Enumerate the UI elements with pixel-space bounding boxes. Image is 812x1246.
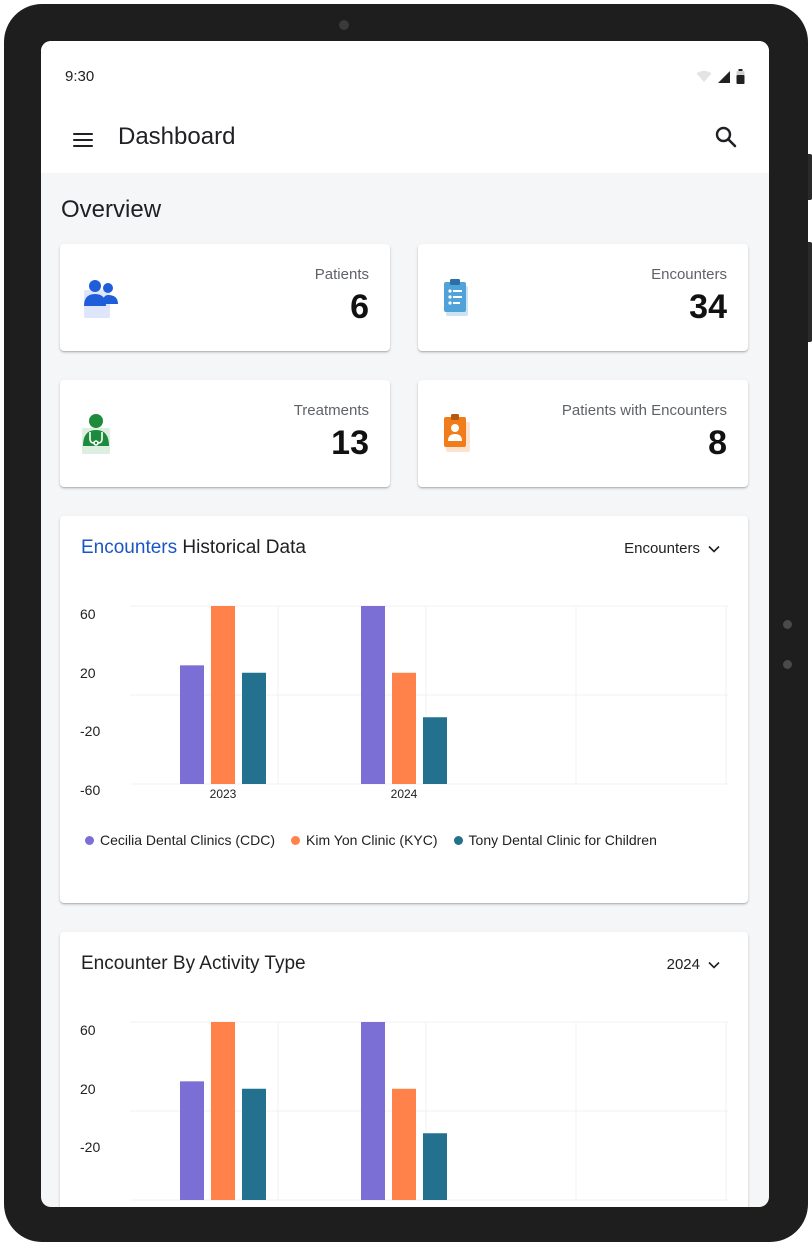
patients-with-encounters-label: Patients with Encounters [561, 402, 727, 419]
doctor-icon [82, 414, 110, 454]
activity-year-dropdown[interactable]: 2024 [667, 956, 720, 973]
bar [242, 1088, 266, 1200]
legend-item: Tony Dental Clinic for Children [453, 832, 657, 848]
volume-button [808, 242, 812, 342]
chevron-down-icon [708, 545, 720, 553]
legend-swatch-tony [453, 835, 463, 845]
historical-metric-dropdown[interactable]: Encounters [624, 540, 720, 557]
historical-bar-chart: 60 20 -20 -60 2023 2024 [80, 605, 728, 801]
y-tick-label: -20 [80, 723, 100, 739]
bar [361, 1022, 385, 1200]
status-icons [696, 69, 745, 84]
patients-label: Patients [314, 266, 369, 283]
side-sensor [783, 620, 792, 629]
power-button [808, 154, 812, 200]
side-sensor [783, 660, 792, 669]
menu-icon[interactable] [71, 128, 95, 152]
screen: 9:30 Dashboard Overview [41, 41, 769, 1207]
historical-data-title: Encounters Historical Data [81, 537, 306, 559]
chart-legend: Cecilia Dental Clinics (CDC) Kim Yon Cli… [85, 832, 657, 848]
clipboard-icon [444, 279, 468, 316]
patients-card[interactable]: Patients 6 [60, 244, 390, 351]
y-tick-label: 20 [80, 665, 96, 681]
y-tick-label: -60 [80, 782, 100, 798]
bar [211, 606, 235, 784]
bar [211, 1022, 235, 1200]
legend-swatch-cdc [85, 835, 94, 845]
legend-label: Cecilia Dental Clinics (CDC) [100, 832, 276, 848]
x-tick-label: 2023 [210, 787, 237, 801]
treatments-label: Treatments [293, 402, 369, 419]
battery-icon [736, 69, 745, 84]
patients-with-encounters-card[interactable]: Patients with Encounters 8 [418, 380, 748, 487]
treatments-card[interactable]: Treatments 13 [60, 380, 390, 487]
app-bar: Dashboard [41, 107, 769, 173]
bar [392, 672, 416, 784]
x-tick-label: 2024 [391, 787, 418, 801]
historical-title-rest: Historical Data [177, 537, 306, 558]
chevron-down-icon [708, 961, 720, 969]
historical-title-accent: Encounters [81, 537, 178, 558]
y-tick-label: 60 [80, 1022, 96, 1038]
activity-bar-chart: 60 20 -20 [80, 1021, 728, 1201]
bar [242, 672, 266, 784]
bar [361, 606, 385, 784]
legend-label: Tony Dental Clinic for Children [468, 832, 657, 848]
y-tick-label: 60 [80, 606, 96, 622]
page-title: Dashboard [118, 123, 236, 150]
bar [180, 665, 204, 784]
encounters-value: 34 [689, 288, 727, 326]
legend-swatch-kyc [291, 835, 301, 845]
bar [423, 1133, 447, 1200]
id-badge-icon [444, 414, 470, 452]
legend-label: Kim Yon Clinic (KYC) [306, 832, 438, 848]
bar [423, 717, 447, 784]
y-tick-label: 20 [80, 1081, 96, 1097]
activity-type-card: Encounter By Activity Type 2024 60 20 -20 [60, 932, 748, 1207]
encounters-label: Encounters [651, 266, 727, 283]
y-tick-label: -20 [80, 1139, 100, 1155]
search-icon[interactable] [713, 124, 739, 150]
status-time: 9:30 [65, 68, 95, 85]
wifi-icon [696, 70, 712, 82]
encounters-card[interactable]: Encounters 34 [418, 244, 748, 351]
activity-type-title: Encounter By Activity Type [81, 953, 306, 974]
historical-data-card: Encounters Historical Data Encounters 60… [60, 516, 748, 903]
front-camera [339, 20, 349, 30]
activity-dropdown-value: 2024 [666, 956, 700, 973]
legend-item: Kim Yon Clinic (KYC) [291, 832, 438, 848]
bar [180, 1081, 204, 1200]
bar [392, 1088, 416, 1200]
status-bar: 9:30 [41, 41, 769, 107]
cellular-signal-icon [718, 70, 730, 83]
treatments-value: 13 [331, 424, 369, 462]
legend-item: Cecilia Dental Clinics (CDC) [85, 832, 275, 848]
historical-dropdown-value: Encounters [624, 540, 700, 557]
patients-with-encounters-value: 8 [708, 424, 727, 462]
overview-title: Overview [61, 196, 162, 223]
patients-value: 6 [350, 288, 369, 326]
patients-icon [84, 280, 118, 318]
